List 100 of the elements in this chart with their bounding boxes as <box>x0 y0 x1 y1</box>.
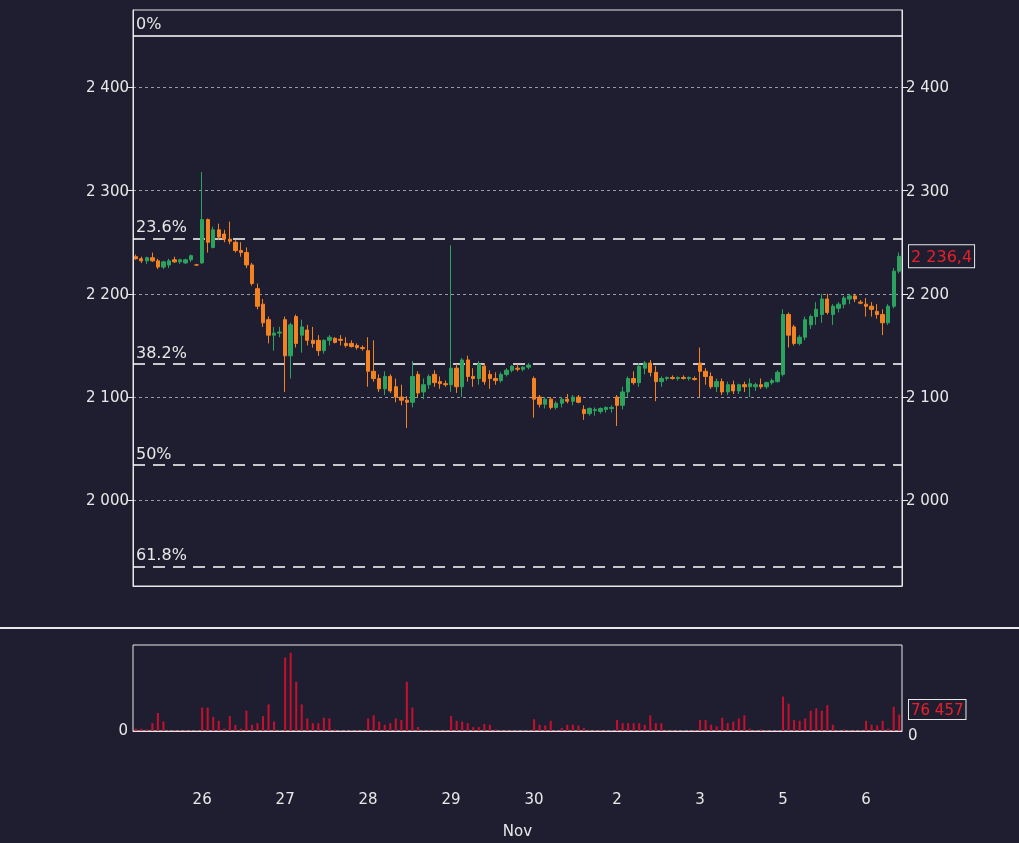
y2-tick-label: 2 100 <box>906 388 949 407</box>
candlestick <box>449 244 453 393</box>
bar <box>450 716 453 731</box>
bar <box>870 724 873 731</box>
candlestick <box>294 314 298 349</box>
annotation: 23.6% <box>136 217 187 237</box>
bar <box>737 718 740 731</box>
bar <box>699 720 702 731</box>
bar <box>295 681 298 731</box>
bar <box>378 721 381 731</box>
candlestick <box>283 316 287 393</box>
candlestick <box>300 319 304 354</box>
bar <box>809 710 812 731</box>
bar <box>621 723 624 731</box>
candlestick <box>687 375 691 382</box>
y2-tick-label: 2 400 <box>906 78 949 97</box>
candlestick <box>145 256 149 265</box>
candlestick <box>654 365 658 402</box>
candlestick <box>515 363 520 372</box>
bar <box>483 723 486 731</box>
bar <box>787 703 790 731</box>
x-tick-label: 5 <box>778 789 788 808</box>
bar <box>793 720 796 731</box>
candlestick <box>853 293 857 303</box>
bar <box>577 725 580 731</box>
bar <box>627 723 630 731</box>
bar <box>704 720 707 731</box>
bar <box>616 720 619 731</box>
candlestick <box>726 381 730 396</box>
bar <box>582 727 585 731</box>
candlestick <box>454 363 459 394</box>
bar <box>256 723 259 731</box>
bar <box>881 720 884 731</box>
candlestick <box>648 359 652 377</box>
bar <box>560 727 563 731</box>
candlestick <box>820 293 824 324</box>
candlestick <box>720 378 724 396</box>
bar <box>250 724 253 731</box>
candlestick <box>211 226 215 249</box>
bar <box>322 717 325 731</box>
bar <box>488 724 491 731</box>
bar <box>726 723 729 731</box>
bar <box>383 724 386 731</box>
bar <box>721 717 724 731</box>
candlestick <box>305 324 309 346</box>
bar <box>549 720 552 731</box>
bar <box>831 724 834 731</box>
candlestick <box>582 404 586 421</box>
bar <box>262 716 265 731</box>
annotation: 50% <box>136 443 172 463</box>
bar <box>649 715 652 731</box>
bar <box>876 725 879 731</box>
x-tick-label: 28 <box>358 789 378 808</box>
bar <box>804 718 807 731</box>
bar <box>466 723 469 731</box>
x-tick-label: 30 <box>524 789 544 808</box>
bar <box>228 716 231 731</box>
bar <box>267 704 270 731</box>
bar <box>660 723 663 731</box>
candlestick <box>731 380 735 395</box>
candlestick <box>565 393 569 404</box>
bar <box>798 720 801 731</box>
annotation: 0% <box>136 14 162 34</box>
bar <box>416 727 419 731</box>
bar <box>743 715 746 731</box>
bar <box>892 706 895 731</box>
x-tick-label: 2 <box>612 789 622 808</box>
x-tick-label: 3 <box>695 789 705 808</box>
bar <box>538 724 541 731</box>
bar <box>865 720 868 731</box>
candlestick <box>631 370 636 386</box>
bar <box>394 718 397 731</box>
candlestick <box>200 171 204 265</box>
bar <box>311 723 314 731</box>
bar <box>289 652 292 731</box>
candlestick <box>206 218 210 254</box>
bar <box>571 724 574 731</box>
bar <box>533 719 536 731</box>
x-tick-label: 29 <box>441 789 461 808</box>
y2-tick-label: 2 200 <box>906 284 949 303</box>
bar <box>300 704 303 731</box>
candlestick <box>460 357 464 398</box>
candlestick <box>676 375 680 382</box>
candlestick <box>637 362 641 388</box>
candlestick <box>388 373 392 394</box>
bar <box>273 721 276 731</box>
y2-tick-label: 2 000 <box>906 491 949 510</box>
bar <box>217 720 220 731</box>
candlestick <box>554 400 558 410</box>
candlestick <box>737 383 741 395</box>
bar <box>715 726 718 731</box>
bar <box>234 724 237 731</box>
candlestick <box>288 322 293 380</box>
bar <box>367 718 370 731</box>
bar <box>815 708 818 731</box>
y2-tick-label: 2 300 <box>906 181 949 200</box>
bar <box>162 721 165 731</box>
bar <box>898 714 901 731</box>
bar <box>477 727 480 731</box>
bar <box>826 705 829 731</box>
